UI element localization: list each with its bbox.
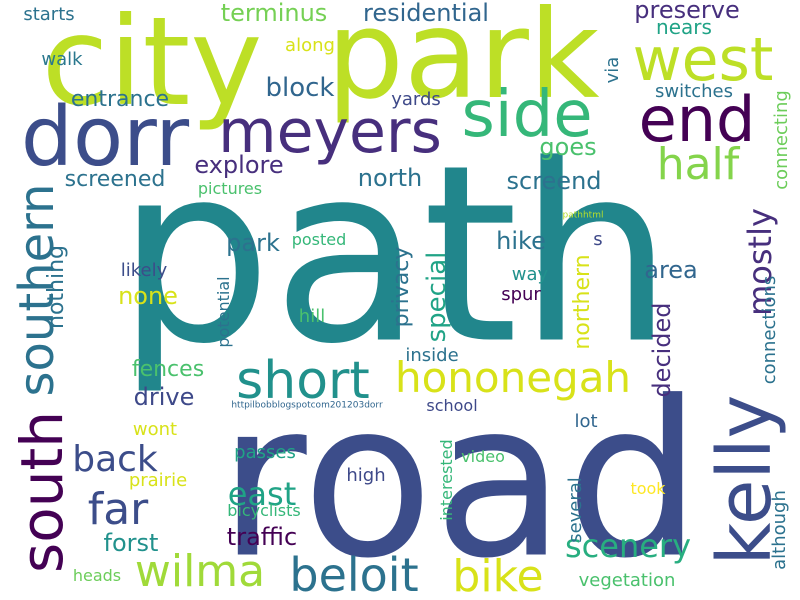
word-entrance: entrance — [70, 87, 170, 112]
word-road: road — [218, 354, 702, 600]
word-although: although — [769, 490, 790, 570]
word-drive: drive — [133, 383, 195, 411]
word-switches: switches — [655, 81, 733, 102]
word-northern: northern — [570, 254, 595, 350]
word-preserve: preserve — [634, 0, 740, 24]
word-terminus: terminus — [220, 0, 328, 27]
word-west: west — [632, 25, 774, 95]
word-inside: inside — [405, 345, 459, 366]
word-forst: forst — [103, 529, 159, 557]
word-url: httpilbobblogspotcom201203dorr — [231, 400, 383, 411]
word-likely: likely — [120, 260, 168, 281]
word-path: path — [116, 112, 674, 398]
word-hononegah: hononegah — [394, 353, 632, 402]
word-high: high — [346, 465, 386, 486]
word-hill: hill — [298, 306, 326, 327]
word-city: city — [41, 0, 263, 133]
word-residential: residential — [363, 0, 489, 27]
word-interested: interested — [437, 439, 456, 521]
word-prairie: prairie — [128, 470, 188, 491]
word-dorr: dorr — [20, 90, 190, 185]
word-yards: yards — [391, 89, 441, 110]
word-pictures: pictures — [197, 179, 263, 198]
word-park: park — [326, 0, 600, 126]
word-wilma: wilma — [134, 546, 266, 597]
word-bicyclists: bicyclists — [227, 501, 301, 520]
word-scenery: scenery — [564, 527, 692, 565]
word-pathhtml: pathhtml — [562, 210, 604, 221]
word-traffic: traffic — [226, 523, 298, 551]
word-took: took — [630, 479, 666, 498]
word-wont: wont — [132, 419, 178, 440]
word-decided: decided — [648, 302, 676, 398]
word-far: far — [87, 484, 149, 535]
word-heads: heads — [72, 566, 122, 585]
word-park-2: park — [226, 229, 280, 257]
word-side: side — [461, 78, 593, 152]
word-screened: screened — [64, 167, 166, 192]
word-screend: screend — [506, 167, 602, 195]
word-hike: hike — [496, 227, 546, 255]
word-area: area — [644, 256, 698, 284]
word-several: several — [565, 477, 586, 543]
word-goes: goes — [539, 133, 597, 161]
word-none: none — [118, 282, 178, 310]
word-vegetation: vegetation — [578, 570, 676, 591]
word-connections: connections — [759, 275, 780, 385]
word-fences: fences — [131, 357, 205, 382]
word-starts: starts — [23, 4, 75, 25]
word-nears: nears — [656, 15, 712, 39]
word-beloit: beloit — [289, 548, 419, 600]
word-lot: lot — [574, 411, 598, 432]
word-via: via — [602, 56, 623, 84]
word-nothing: nothing — [44, 245, 69, 329]
word-block: block — [265, 73, 335, 103]
word-s: s — [593, 229, 603, 250]
word-short: short — [236, 351, 370, 411]
word-south: south — [8, 411, 76, 573]
word-explore: explore — [194, 151, 284, 179]
word-posted: posted — [291, 230, 347, 249]
word-school: school — [426, 396, 478, 415]
word-connecting: connecting — [771, 90, 792, 190]
word-spur: spur — [501, 284, 541, 305]
word-way: way — [511, 264, 549, 285]
word-walk: walk — [41, 49, 83, 70]
word-back: back — [72, 439, 158, 480]
word-meyers: meyers — [218, 97, 442, 167]
word-north: north — [357, 164, 423, 192]
word-passes: passes — [234, 442, 296, 463]
word-video: video — [461, 447, 505, 466]
word-special: special — [422, 251, 452, 343]
word-privacy: privacy — [389, 246, 414, 328]
word-along: along — [285, 35, 335, 56]
word-potential: potential — [214, 276, 233, 348]
word-half: half — [656, 139, 740, 190]
word-east: east — [227, 475, 297, 513]
word-end: end — [638, 83, 756, 156]
word-bike: bike — [452, 551, 544, 600]
